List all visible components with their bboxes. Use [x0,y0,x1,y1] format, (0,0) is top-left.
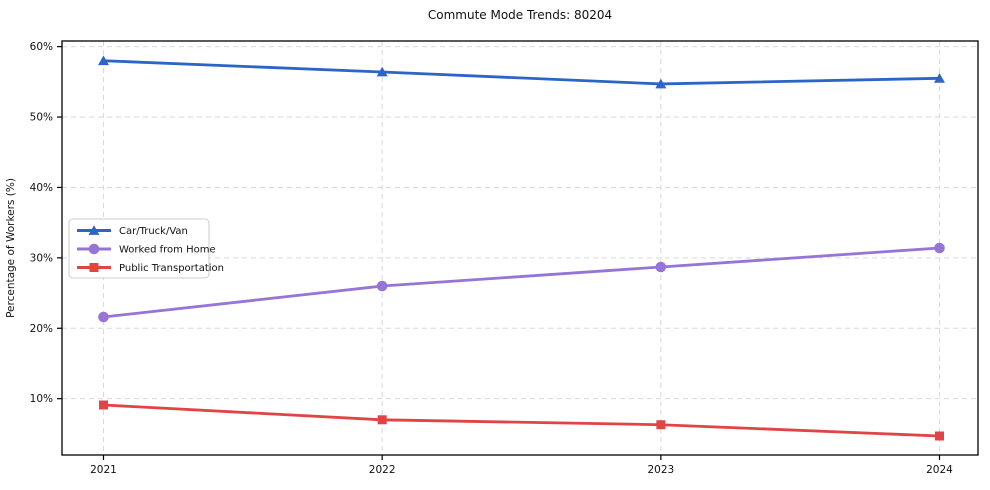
data-point-worked-from-home [934,242,945,254]
legend-label: Car/Truck/Van [119,226,188,237]
y-tick-label: 60% [30,41,53,53]
legend-marker [88,225,100,235]
series-line-worked-from-home [102,246,941,319]
y-tick-label: 50% [30,112,53,124]
y-tick-label: 20% [30,323,53,335]
data-point-car-truck-van [655,78,667,89]
x-tick-label: 2024 [926,464,953,476]
series-line-car-truck-van [102,59,941,86]
x-tick-label: 2022 [369,464,396,476]
chart-title: Commute Mode Trends: 80204 [427,8,613,22]
plot-border [61,40,979,456]
data-point-car-truck-van [934,73,945,83]
series-line-public-transportation [102,403,941,438]
data-point-public-transportation [935,431,944,441]
y-tick-label: 40% [30,182,53,194]
data-point-car-truck-van [376,66,388,77]
legend-marker [88,243,100,255]
data-point-worked-from-home [98,311,109,323]
data-point-worked-from-home [655,261,667,273]
y-tick-label: 10% [30,393,53,405]
data-point-public-transportation [99,400,108,410]
x-tick-label: 2023 [647,464,674,476]
legend-box [68,218,210,279]
data-point-public-transportation [656,420,666,430]
data-point-worked-from-home [376,280,388,292]
data-point-public-transportation [377,415,387,425]
x-tick-label: 2021 [90,464,117,476]
legend-marker [89,263,99,272]
data-point-car-truck-van [98,55,109,66]
y-axis-label: Percentage of Workers (%) [5,178,17,318]
y-tick-label: 30% [30,252,53,264]
legend-label: Public Transportation [119,263,224,274]
legend-label: Worked from Home [119,245,216,256]
